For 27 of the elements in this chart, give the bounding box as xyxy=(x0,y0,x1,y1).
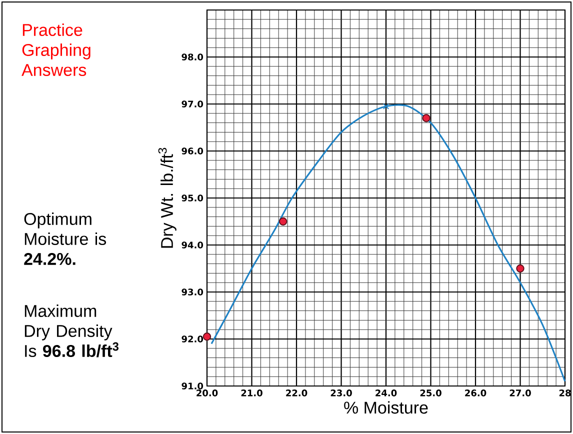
point xyxy=(422,114,430,122)
text: Maximum Dry Density Is 96.8 lb/ft$^{3}$ xyxy=(24,304,119,358)
y-tick-label: 93.0 xyxy=(182,288,204,296)
y-tick-label: 95.0 xyxy=(182,194,204,202)
y-tick-label: 96.0 xyxy=(182,148,204,154)
y-tick-label: 92.0 xyxy=(182,336,204,342)
point xyxy=(202,332,212,341)
y-tick-label: 91.0 xyxy=(182,382,204,390)
x-tick-label: 28 xyxy=(559,390,571,396)
x-tick-label: 20.0 xyxy=(196,390,218,396)
x-axis-title: % Moisture xyxy=(344,401,428,414)
y-axis-title: Dry Wt. lb./ft$^{3}$ xyxy=(158,148,176,248)
y-tick-label: 97.0 xyxy=(182,100,204,108)
x-tick-label: 23.0 xyxy=(330,390,352,396)
x-tick-label: 24.0 xyxy=(376,390,397,396)
text: Optimum Moisture is 24.2%. xyxy=(24,212,106,265)
text: Practice Graphing Answers xyxy=(22,24,90,76)
x-tick-label: 22.0 xyxy=(286,390,308,396)
x-tick-label: 25.0 xyxy=(420,390,442,396)
y-tick-label: 94.0 xyxy=(182,242,204,248)
x-tick-label: 26.0 xyxy=(465,390,486,396)
x-tick-label: 21.0 xyxy=(241,390,262,396)
y-tick-label: 98.0 xyxy=(182,54,204,60)
point xyxy=(382,103,390,110)
point xyxy=(278,217,288,226)
x-tick-label: 27.0 xyxy=(510,390,531,396)
point xyxy=(516,264,524,273)
